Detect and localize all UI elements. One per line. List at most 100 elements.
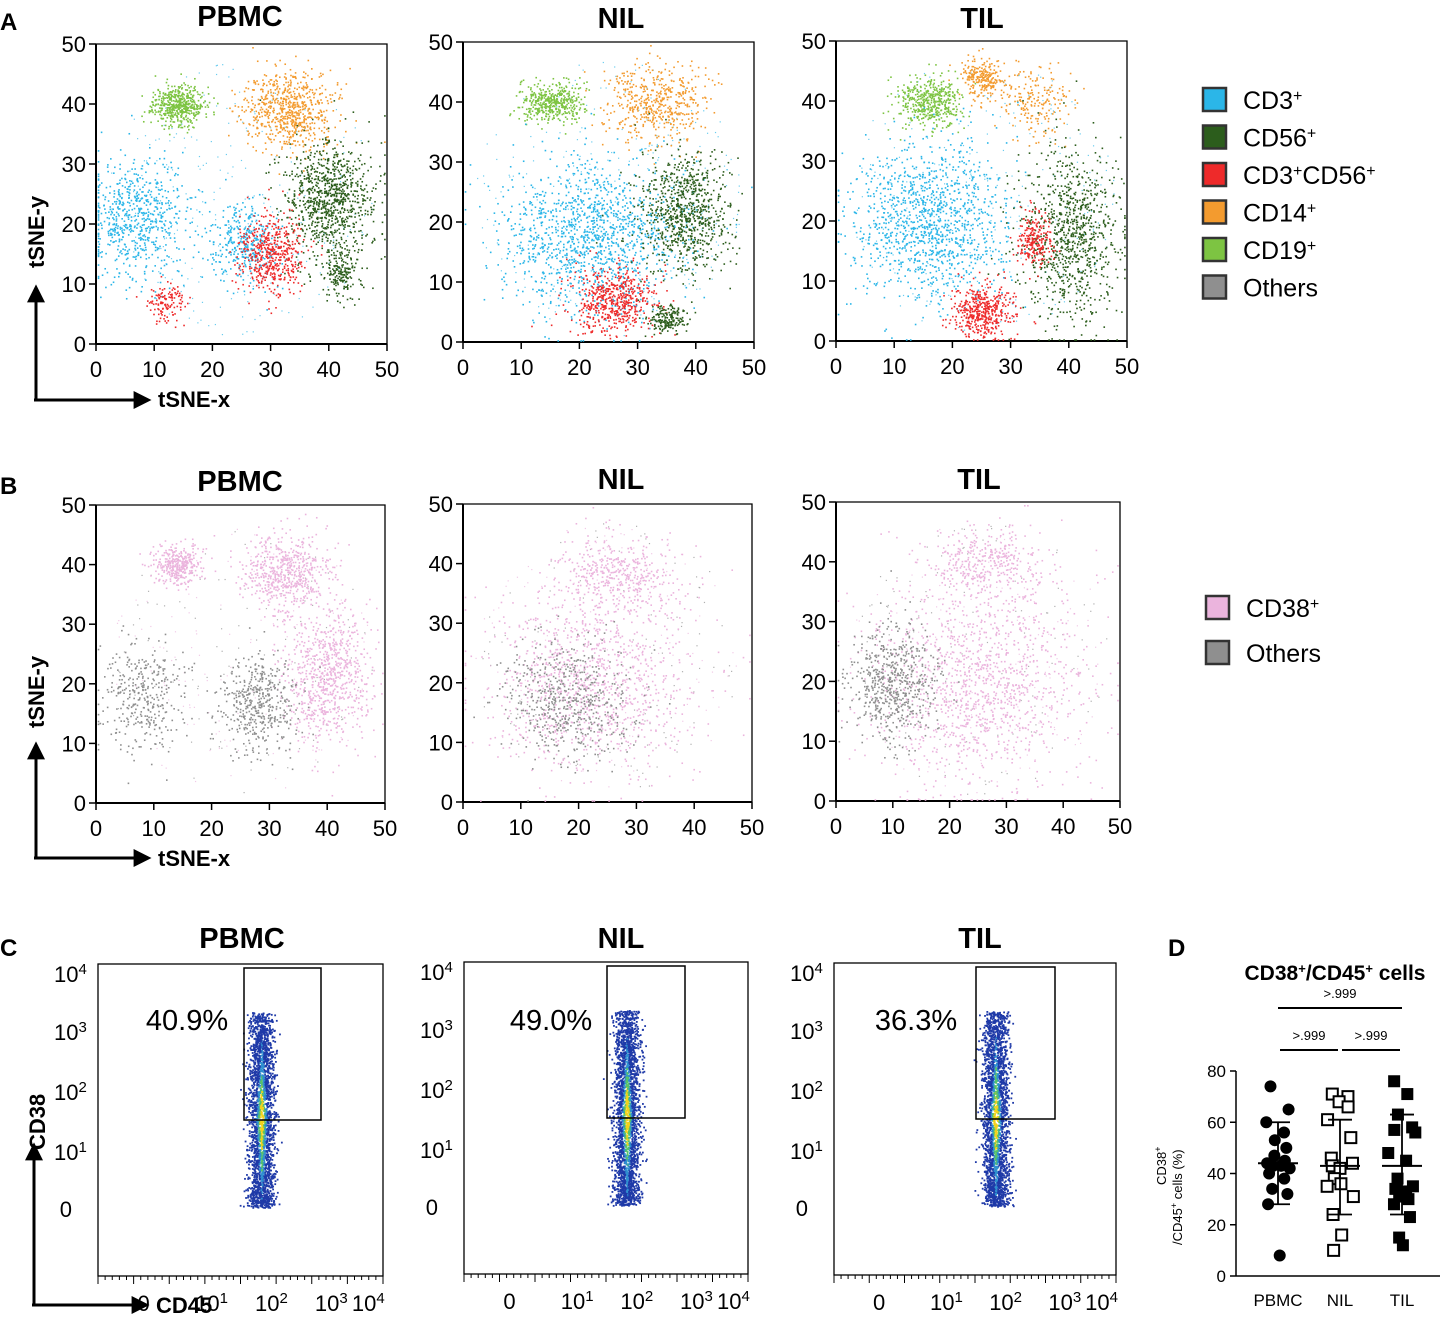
cell-point	[275, 135, 277, 137]
cell-point	[247, 130, 249, 132]
cell-point	[160, 248, 161, 249]
cell-point	[191, 112, 193, 114]
cell-point	[248, 88, 250, 90]
cell-point	[275, 79, 277, 81]
cell-point	[280, 105, 282, 107]
cell-point	[281, 310, 282, 311]
cell-point	[248, 106, 250, 108]
cell-point	[282, 93, 284, 95]
cell-point	[272, 95, 274, 97]
cell-point	[187, 93, 189, 95]
cell-point	[170, 124, 172, 126]
cell-point	[299, 144, 301, 146]
cell-point	[305, 73, 307, 75]
cell-point	[151, 110, 153, 112]
cell-point	[285, 112, 287, 114]
cell-point	[129, 264, 130, 265]
cell-point	[367, 191, 369, 193]
cell-point	[279, 121, 281, 123]
cell-point	[177, 120, 179, 122]
cell-point	[305, 151, 307, 153]
cell-point	[307, 117, 309, 119]
cell-point	[300, 97, 302, 99]
cell-point	[292, 116, 294, 118]
cell-point	[264, 115, 266, 117]
cell-point	[297, 198, 298, 199]
cell-point	[237, 292, 238, 293]
cell-point	[133, 216, 134, 217]
cell-point	[266, 60, 268, 62]
cell-point	[276, 129, 278, 131]
cell-point	[164, 113, 166, 115]
cell-point	[274, 100, 276, 102]
cell-point	[280, 125, 282, 127]
cell-point	[199, 72, 200, 73]
cell-point	[299, 224, 301, 226]
x-tick-label: 10	[142, 357, 166, 382]
cell-point	[166, 109, 168, 111]
cell-point	[269, 83, 271, 85]
cell-point	[196, 119, 198, 121]
cell-point	[370, 197, 372, 199]
cell-point	[290, 80, 292, 82]
cell-point	[304, 158, 306, 160]
cell-point	[310, 113, 312, 115]
cell-point	[290, 85, 292, 87]
cell-point	[304, 107, 306, 109]
cell-point	[163, 105, 165, 107]
cell-point	[238, 106, 240, 108]
x-tick-label: 30	[258, 357, 282, 382]
cell-point	[168, 85, 170, 87]
cell-point	[181, 109, 183, 111]
cell-point	[241, 106, 243, 108]
cell-point	[266, 85, 268, 87]
cell-point	[156, 99, 158, 101]
cell-point	[241, 160, 242, 161]
cell-point	[253, 116, 255, 118]
cell-point	[303, 86, 305, 88]
cell-point	[299, 187, 301, 189]
cell-point	[261, 101, 263, 103]
cell-point	[246, 100, 248, 102]
cell-point	[181, 95, 183, 97]
cell-point	[282, 101, 284, 103]
cell-point	[298, 131, 300, 133]
cell-point	[343, 137, 344, 138]
cell-point	[318, 103, 320, 105]
cell-point	[213, 199, 214, 200]
cell-point	[248, 275, 249, 276]
cell-point	[230, 145, 231, 146]
cell-point	[152, 112, 154, 114]
cell-point	[276, 155, 278, 157]
cell-point	[244, 294, 245, 295]
cell-point	[240, 119, 242, 121]
cell-point	[208, 106, 210, 108]
cell-point	[279, 119, 281, 121]
cell-point	[270, 91, 272, 93]
cell-point	[318, 212, 319, 213]
cell-point	[219, 188, 220, 189]
cell-point	[167, 100, 169, 102]
cell-point	[176, 99, 178, 101]
cell-point	[179, 91, 181, 93]
cell-point	[303, 108, 305, 110]
cell-point	[215, 219, 216, 220]
cell-point	[371, 203, 372, 204]
panel-a-title-pbmc: PBMC	[197, 1, 282, 33]
cell-point	[187, 110, 189, 112]
cell-point	[288, 98, 290, 100]
cell-point	[293, 140, 295, 142]
cell-point	[325, 96, 327, 98]
cell-point	[291, 161, 292, 162]
cell-point	[290, 106, 292, 108]
cell-point	[300, 112, 302, 114]
cell-point	[141, 115, 143, 117]
cell-point	[184, 126, 186, 128]
cell-point	[177, 105, 179, 107]
cell-point	[232, 166, 233, 167]
cell-point	[194, 86, 196, 88]
cell-point	[298, 125, 300, 127]
cell-point	[304, 109, 305, 110]
cell-point	[282, 129, 284, 131]
cell-point	[192, 96, 194, 98]
